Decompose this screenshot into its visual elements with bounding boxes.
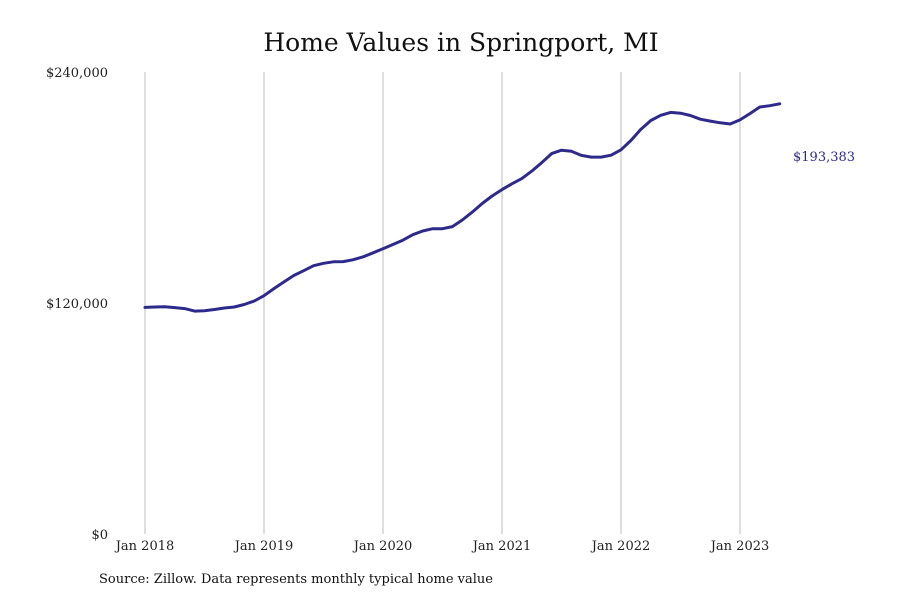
source-note: Source: Zillow. Data represents monthly … [99,572,493,587]
x-axis-ticks: Jan 2018 Jan 2019 Jan 2020 Jan 2021 Jan 2022… [114,539,770,554]
series-line [143,102,782,313]
x-tick-label: Jan 2021 [471,539,532,554]
x-tick-label: Jan 2020 [352,539,413,554]
y-tick-label: $240,000 [46,66,108,81]
x-tick-label: Jan 2018 [114,539,175,554]
x-tick-label: Jan 2023 [709,539,770,554]
y-tick-label: $120,000 [46,297,108,312]
end-value-label: $193,383 [793,150,855,165]
chart-title: Home Values in Springport, MI [263,28,658,57]
y-axis-ticks: $0 $120,000 $240,000 [46,66,108,543]
series-layer [143,102,782,313]
y-tick-label: $0 [91,528,108,543]
grid-lines [144,72,741,534]
x-tick-label: Jan 2022 [590,539,651,554]
x-tick-label: Jan 2019 [233,539,294,554]
